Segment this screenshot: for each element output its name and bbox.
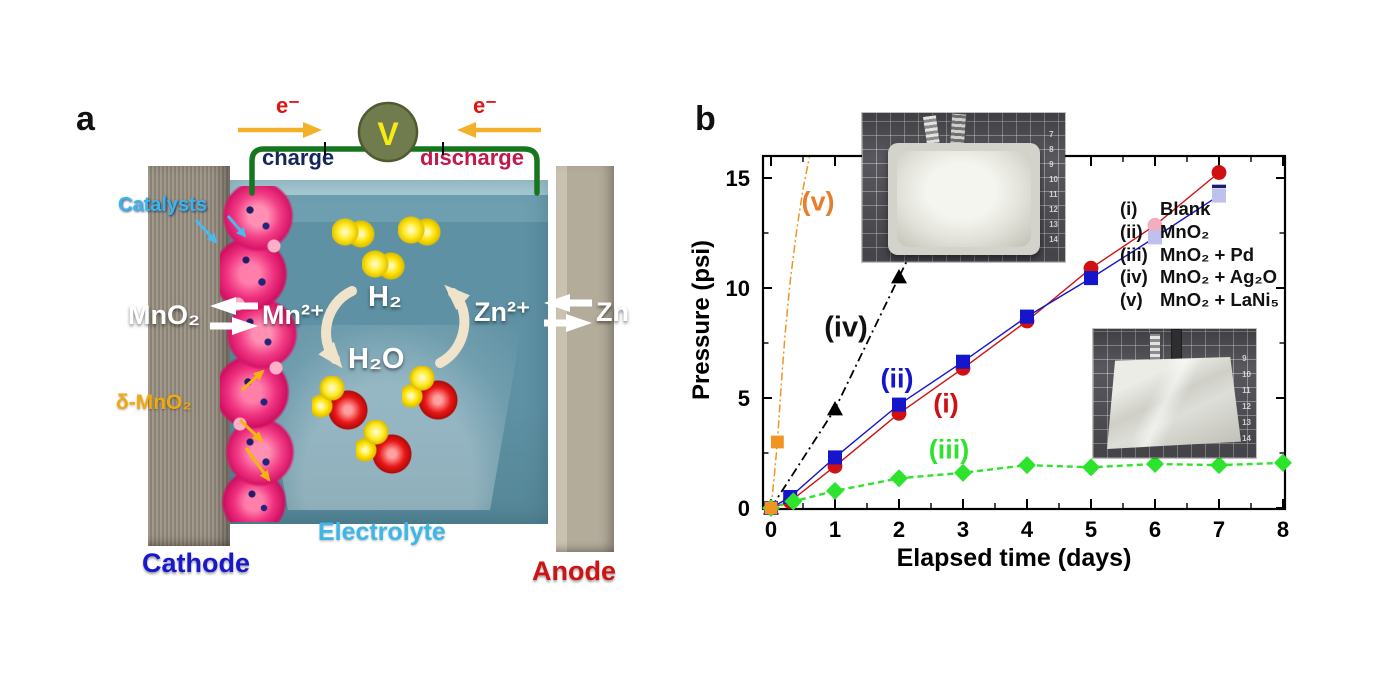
legend-item-mno2-lani5: (v) MnO₂ + LaNi₅ — [1120, 289, 1279, 312]
series-annotation-ii: (ii) — [880, 363, 914, 394]
h2-molecule — [332, 218, 376, 248]
cathode-electrode — [148, 166, 230, 546]
electron-label-right: e⁻ — [473, 93, 497, 118]
legend-label: Blank — [1160, 198, 1211, 219]
legend-item-mno2-ag2o: (iv) MnO₂ + Ag₂O — [1120, 266, 1279, 289]
legend-num: (ii) — [1120, 220, 1143, 242]
h2o-molecule — [402, 366, 464, 426]
legend-label: MnO₂ — [1160, 220, 1210, 242]
svg-text:5: 5 — [1085, 517, 1097, 542]
svg-text:0: 0 — [765, 517, 777, 542]
legend-num: (v) — [1120, 289, 1143, 311]
catalysts-label: Catalysts — [118, 194, 207, 216]
svg-text:7: 7 — [1213, 517, 1225, 542]
svg-text:8: 8 — [1277, 517, 1289, 542]
charge-label: charge — [262, 145, 335, 170]
h2-label: H₂ — [368, 281, 402, 313]
series-annotation-i: (i) — [933, 388, 959, 419]
electron-label-left: e⁻ — [276, 93, 300, 118]
y-axis-label: Pressure (psi) — [688, 239, 715, 401]
electrolyte-label: Electrolyte — [318, 518, 446, 546]
h2o-label: H₂O — [348, 343, 405, 375]
voltmeter-icon — [357, 101, 419, 163]
inset-photo-flat-pouch: 9 10 11 12 13 14 — [1093, 329, 1256, 458]
h2-molecule — [398, 216, 442, 246]
svg-text:10: 10 — [726, 276, 750, 301]
anode-reaction-right: Zn — [596, 297, 629, 327]
electron-arrowhead-right — [457, 122, 476, 138]
cathode-reaction-left: MnO₂ — [128, 300, 200, 330]
svg-text:2: 2 — [893, 517, 905, 542]
discharge-label: discharge — [420, 145, 524, 170]
anode-reaction-left: Zn²⁺ — [474, 297, 531, 327]
legend-item-blank: (i) Blank — [1120, 198, 1279, 221]
cutting-mat-ruler-numbers: 7 8 9 10 11 12 13 14 — [1049, 130, 1058, 244]
svg-text:5: 5 — [738, 386, 750, 411]
legend-num: (iv) — [1120, 266, 1148, 288]
pouch-tab-icon — [1149, 333, 1161, 361]
legend-item-mno2: (ii) MnO₂ — [1120, 221, 1279, 244]
voltmeter-label: V — [377, 116, 399, 152]
legend-label: MnO₂ + LaNi₅ — [1160, 289, 1279, 311]
flat-pouch-cell — [1107, 357, 1241, 449]
cathode-reaction-right: Mn²⁺ — [262, 300, 325, 330]
panel-a-label: a — [76, 100, 95, 138]
pouch-body — [897, 151, 1031, 247]
series-annotation-iii: (iii) — [928, 434, 970, 465]
delta-mno2-label: δ-MnO₂ — [116, 391, 192, 414]
h2o-molecule — [356, 420, 418, 480]
cutting-mat-ruler-numbers: 9 10 11 12 13 14 — [1242, 354, 1251, 443]
legend-label: MnO₂ + Ag₂O — [1160, 266, 1277, 288]
anode-label: Anode — [532, 556, 616, 586]
legend-label: MnO₂ + Pd — [1160, 243, 1255, 265]
legend-item-mno2-pd: (iii) MnO₂ + Pd — [1120, 244, 1279, 267]
h2-molecule — [362, 250, 406, 280]
cathode-label: Cathode — [142, 548, 250, 578]
x-axis-label: Elapsed time (days) — [896, 544, 1132, 572]
svg-text:4: 4 — [1021, 517, 1034, 542]
inset-photo-swollen-pouch: 7 8 9 10 11 12 13 14 — [862, 113, 1065, 262]
chart-legend: (i) Blank (ii) MnO₂ (iii) MnO₂ + Pd (iv)… — [1120, 198, 1279, 312]
series-annotation-iv: (iv) — [824, 311, 868, 344]
cathode-material-blobs — [220, 186, 298, 522]
legend-num: (iii) — [1120, 243, 1148, 265]
anode-electrode — [556, 166, 614, 552]
swollen-pouch-cell — [888, 143, 1040, 255]
series-annotation-v: (v) — [801, 186, 835, 217]
svg-text:3: 3 — [957, 517, 969, 542]
svg-text:1: 1 — [829, 517, 841, 542]
electron-arrowhead-left — [303, 122, 322, 138]
svg-text:6: 6 — [1149, 517, 1161, 542]
panel-b-label: b — [695, 100, 716, 138]
svg-text:15: 15 — [726, 166, 750, 191]
svg-text:0: 0 — [738, 496, 750, 521]
legend-num: (i) — [1120, 198, 1138, 219]
